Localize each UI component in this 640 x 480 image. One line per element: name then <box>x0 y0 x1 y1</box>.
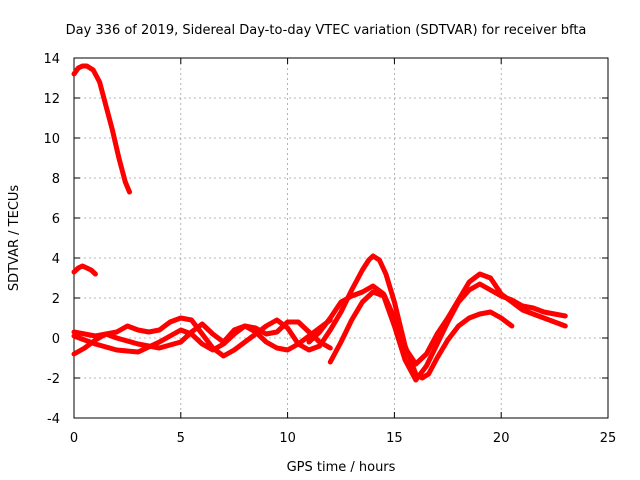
y-tick-label: 2 <box>52 292 60 307</box>
series-arc-5 <box>71 319 333 355</box>
y-tick-label: 6 <box>52 212 60 227</box>
y-tick-label: 0 <box>52 332 60 347</box>
y-tick-label: 8 <box>52 172 60 187</box>
x-tick-label: 0 <box>70 431 78 446</box>
y-ticks: -4 -2 0 2 4 6 8 10 12 14 <box>43 52 608 427</box>
x-tick-label: 25 <box>600 431 617 446</box>
series-arc-4 <box>71 317 333 357</box>
series-group <box>71 63 568 383</box>
y-tick-label: -2 <box>47 372 60 387</box>
y-tick-label: 14 <box>43 52 60 67</box>
y-tick-label: 4 <box>52 252 60 267</box>
gridlines <box>74 58 608 418</box>
x-tick-label: 5 <box>177 431 185 446</box>
x-tick-label: 20 <box>493 431 510 446</box>
x-tick-label: 15 <box>386 431 403 446</box>
plot-frame <box>73 57 609 419</box>
series-arc-8 <box>306 271 568 367</box>
chart-title: Day 336 of 2019, Sidereal Day-to-day VTE… <box>66 23 587 38</box>
y-tick-label: 12 <box>43 92 60 107</box>
y-tick-label: -4 <box>47 412 60 427</box>
x-ticks: 0 5 10 15 20 25 <box>70 58 616 446</box>
y-tick-label: 10 <box>43 132 60 147</box>
x-tick-label: 10 <box>279 431 296 446</box>
x-axis-label: GPS time / hours <box>287 460 396 475</box>
y-axis-label: SDTVAR / TECUs <box>7 185 22 292</box>
series-arc-1 <box>71 63 132 195</box>
series-arc-2 <box>71 263 98 277</box>
